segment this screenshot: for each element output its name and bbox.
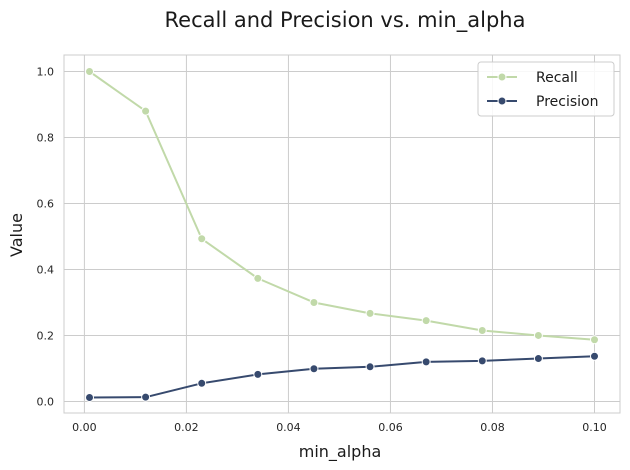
precision-line <box>89 355 595 399</box>
legend-recall-label: Recall <box>536 70 578 86</box>
precision-point <box>309 364 319 374</box>
plot-frame <box>63 54 621 414</box>
y-tick-label: 1.0 <box>37 65 55 78</box>
precision-point <box>477 356 487 366</box>
recall-point <box>141 106 151 116</box>
precision-point <box>141 392 151 402</box>
precision-point <box>589 351 599 361</box>
recall-point <box>365 308 375 318</box>
x-tick-label: 0.02 <box>174 421 199 434</box>
precision-point <box>365 362 375 372</box>
recall-point <box>589 335 599 345</box>
y-axis: 0.0 0.2 0.4 0.6 0.8 1.0 <box>37 65 55 408</box>
legend-precision-label: Precision <box>536 94 598 110</box>
x-tick-label: 0.00 <box>72 421 97 434</box>
precision-point <box>85 392 95 402</box>
legend-precision-marker <box>497 96 507 106</box>
x-tick-label: 0.10 <box>582 421 607 434</box>
recall-point <box>253 273 263 283</box>
series-recall <box>85 66 599 345</box>
recall-point <box>533 330 543 340</box>
x-axis: 0.00 0.02 0.04 0.06 0.08 0.10 <box>72 421 607 434</box>
y-tick-label: 0.2 <box>37 329 55 342</box>
y-tick-label: 0.8 <box>37 131 55 144</box>
recall-point <box>421 316 431 326</box>
x-tick-label: 0.06 <box>378 421 403 434</box>
y-tick-label: 0.6 <box>37 197 55 210</box>
y-axis-label: Value <box>7 213 26 257</box>
legend-box <box>477 61 615 117</box>
x-tick-label: 0.08 <box>480 421 505 434</box>
precision-point <box>197 378 207 388</box>
precision-point <box>533 354 543 364</box>
series-layer <box>85 66 599 402</box>
precision-point <box>421 357 431 367</box>
y-tick-label: 0.0 <box>37 395 55 408</box>
recall-line <box>88 70 595 341</box>
legend-recall-marker <box>497 72 507 82</box>
chart-title: Recall and Precision vs. min_alpha <box>165 8 526 33</box>
y-tick-label: 0.4 <box>37 263 55 276</box>
legend: Recall Precision <box>477 61 615 117</box>
precision-point <box>253 369 263 379</box>
recall-point <box>197 234 207 244</box>
series-precision <box>85 351 599 402</box>
recall-point <box>85 66 95 76</box>
recall-point <box>477 326 487 336</box>
x-tick-label: 0.04 <box>276 421 301 434</box>
x-axis-label: min_alpha <box>299 442 382 462</box>
recall-point <box>309 297 319 307</box>
